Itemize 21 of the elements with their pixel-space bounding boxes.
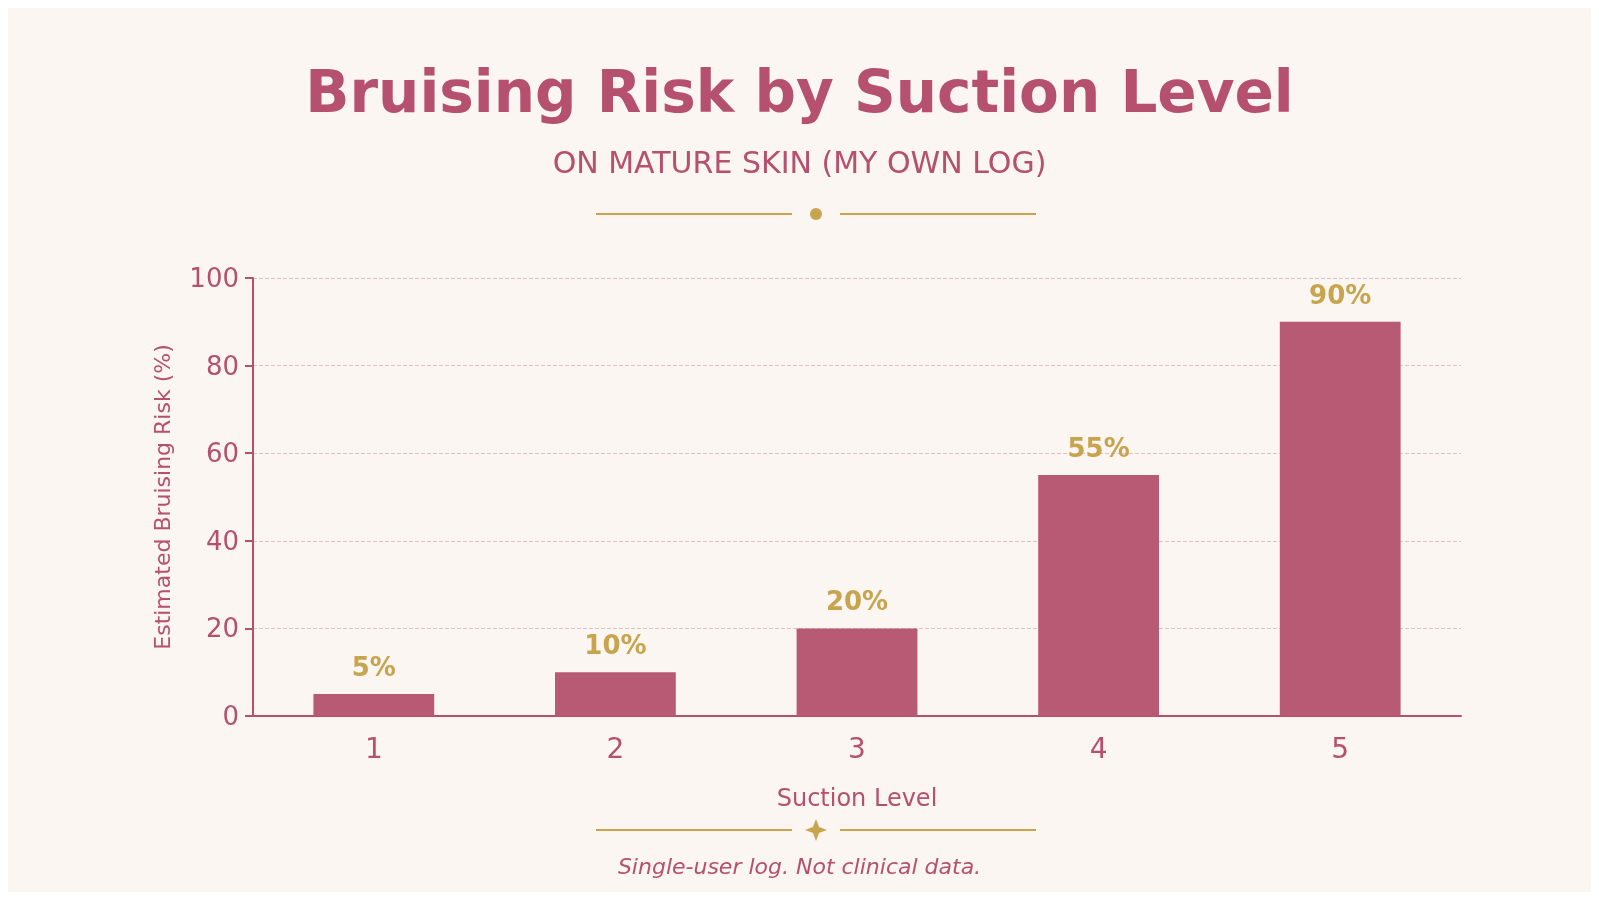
x-tick-label: 1: [364, 731, 383, 765]
data-label: 5%: [351, 652, 396, 683]
text: Single-user log. Not clinical data.: [617, 853, 982, 879]
y-axis-title: Estimated Bruising Risk (%): [149, 344, 175, 650]
x-tick-label: 5: [1331, 731, 1350, 765]
x-tick-label: 4: [1089, 731, 1108, 765]
y-tick-label: 0: [222, 701, 239, 731]
y-tick-label: 100: [189, 263, 239, 293]
data-label: 90%: [1309, 279, 1372, 310]
data-label: 20%: [825, 586, 889, 617]
y-tick-label: 60: [205, 438, 239, 469]
x-tick-label: 3: [848, 731, 866, 765]
data-label: 55%: [1067, 433, 1130, 464]
chart-subtitle: ON MATURE SKIN (MY OWN LOG): [552, 144, 1047, 180]
x-axis-title: Suction Level: [776, 784, 938, 812]
y-tick-label: 80: [205, 350, 239, 381]
data-label: 10%: [584, 630, 647, 661]
x-tick-label: 2: [606, 731, 625, 765]
chart-title: Bruising Risk by Suction Level: [305, 58, 1294, 126]
y-tick-label: 40: [205, 525, 239, 556]
y-tick-label: 20: [205, 613, 239, 644]
